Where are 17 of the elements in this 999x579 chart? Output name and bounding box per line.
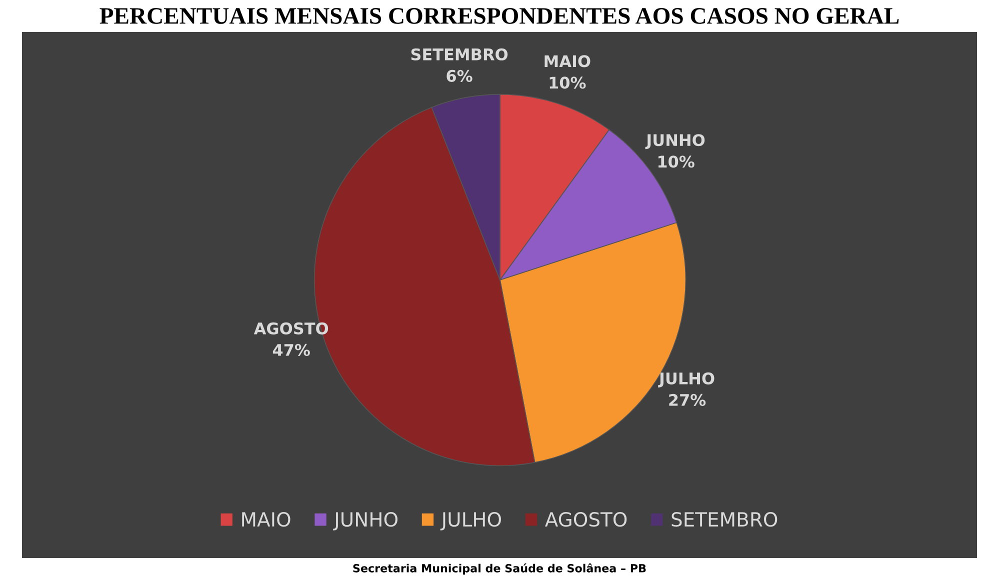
- data-label: 47%: [272, 344, 310, 356]
- slice-label: MAIO: [544, 55, 590, 68]
- data-label: 10%: [658, 156, 694, 168]
- data-label: 27%: [669, 394, 706, 406]
- slice-label: SETEMBRO: [411, 48, 508, 60]
- data-label: 10%: [550, 76, 586, 89]
- legend-label: JUNHO: [333, 512, 398, 530]
- legend-label: AGOSTO: [545, 512, 627, 527]
- slice-label: JULHO: [658, 372, 714, 388]
- text: Secretaria Municipal de Saúde de Solânea – PB: [353, 563, 646, 575]
- legend-label: MAIO: [242, 512, 290, 527]
- data-label: 6%: [446, 70, 472, 82]
- slice-label: JUNHO: [645, 134, 705, 150]
- slice-label: AGOSTO: [254, 322, 328, 334]
- legend-label: JULHO: [440, 512, 501, 530]
- chart-title: PERCENTUAIS MENSAIS CORRESPONDENTES AOS CASOS NO GERAL: [100, 8, 899, 24]
- legend-label: SETEMBRO: [672, 512, 778, 527]
